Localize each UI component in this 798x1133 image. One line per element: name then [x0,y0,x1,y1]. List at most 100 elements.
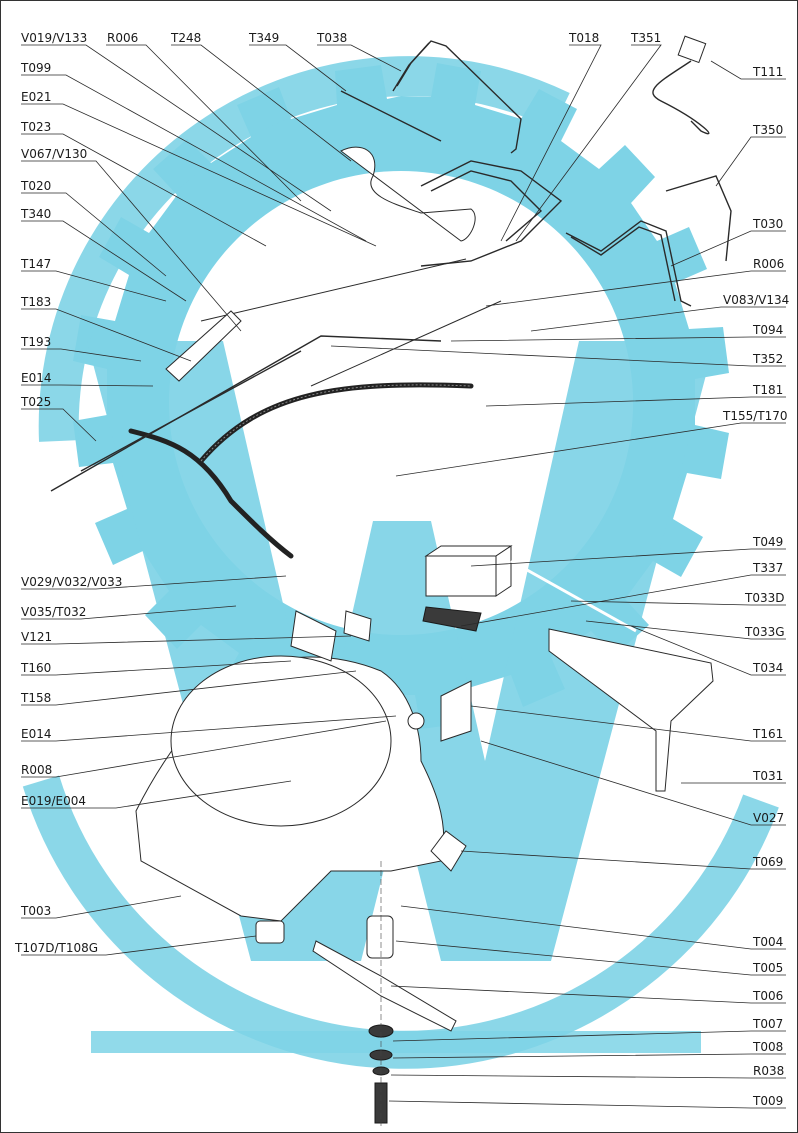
leader-t193 [21,348,142,362]
leader-t094 [450,336,786,342]
label-v067-v130: V067/V130 [21,147,87,161]
part-blade [312,940,457,1032]
part-thin-cable-2 [80,350,302,472]
label-r006-top: R006 [107,31,138,45]
leader-v019 [21,44,332,212]
label-e021: E021 [21,90,52,104]
label-t111: T111 [752,65,783,79]
label-t007: T007 [752,1017,783,1031]
label-t160: T160 [20,661,51,675]
leader-t030 [670,230,786,267]
label-t155-t170: T155/T170 [722,409,788,423]
label-t033g: T033G [744,625,785,639]
leader-v027 [480,740,786,826]
label-t107d-t108g: T107D/T108G [14,941,98,955]
label-v019-v133: V019/V133 [21,31,87,45]
leader-t018 [500,44,602,242]
leader-t181 [485,396,786,407]
leader-t049 [470,548,786,567]
leader-t340 [21,220,187,302]
part-handle-t030 [565,220,692,307]
part-axle-inner [510,559,637,633]
leader-t183 [21,308,192,362]
label-t248: T248 [170,31,201,45]
leader-t160 [21,660,292,676]
label-t009: T009 [752,1094,783,1108]
label-v083-v134: V083/V134 [723,293,789,307]
label-t025: T025 [20,395,51,409]
label-t030: T030 [752,217,783,231]
label-t038: T038 [316,31,347,45]
label-t337: T337 [752,561,783,575]
label-t020: T020 [20,179,51,193]
leader-v067 [21,160,242,332]
leader-t069 [460,850,786,870]
part-rod-t349 [340,90,442,142]
watermark-gear-ring [73,63,729,729]
leader-e014-top [21,384,154,387]
leader-v035 [21,605,237,620]
label-t023: T023 [20,120,51,134]
label-r006-right: R006 [753,257,784,271]
part-plate-t158 [343,610,372,642]
leader-t158 [21,670,357,706]
watermark-logo [22,56,779,1069]
part-deck-well [170,655,392,827]
part-upper-handle-inner [392,42,430,92]
part-charger-cable [652,60,710,135]
leader-t005 [395,940,786,976]
leader-t038 [317,44,402,72]
part-hub-t107 [255,920,285,944]
label-t158: T158 [20,691,51,705]
leader-t008 [392,1053,786,1059]
label-t033d: T033D [744,591,784,605]
part-battery [425,555,497,597]
leader-e014-mid [21,715,397,742]
part-shaft-t005 [366,915,394,959]
leader-t349 [249,44,347,92]
part-battery-side [495,545,512,597]
part-bracket-t183 [165,310,242,382]
leader-lines [21,44,786,1109]
part-bracket-t161 [440,680,472,742]
label-t008: T008 [752,1040,783,1054]
label-t349: T349 [248,31,279,45]
part-cable-t025 [128,428,294,559]
part-cable-t025-inner [200,384,472,462]
label-t018: T018 [568,31,599,45]
leader-t020 [21,192,167,277]
leader-r008 [21,720,387,778]
part-handle-cross-2 [430,170,543,242]
leader-t099 [21,74,367,242]
label-r008: R008 [21,763,52,777]
label-v121: V121 [21,630,52,644]
leader-t006 [390,985,786,1004]
leader-t033d [570,600,786,606]
part-wheel-hub [407,712,425,730]
leader-t034 [630,625,786,676]
leader-t003 [21,895,182,919]
leader-t004 [400,905,786,950]
leader-t025 [21,408,97,442]
leader-r038 [390,1074,786,1079]
leader-t248 [171,44,352,162]
leader-e019 [21,780,292,809]
part-handle-cross [420,160,563,267]
leader-t155 [395,422,786,477]
part-clip-t069 [430,830,467,872]
leader-v083 [530,306,786,332]
leader-t023 [21,133,267,247]
part-bracket-t350 [665,175,732,262]
part-main-handlebar [340,146,476,242]
leader-t352 [330,345,786,367]
label-v027: V027 [753,811,784,825]
label-t340: T340 [20,207,51,221]
label-t003: T003 [20,904,51,918]
leader-v029 [21,575,287,590]
label-t181: T181 [752,383,783,397]
leader-t147 [21,270,167,302]
leader-t161 [470,705,786,742]
label-t161: T161 [752,727,783,741]
